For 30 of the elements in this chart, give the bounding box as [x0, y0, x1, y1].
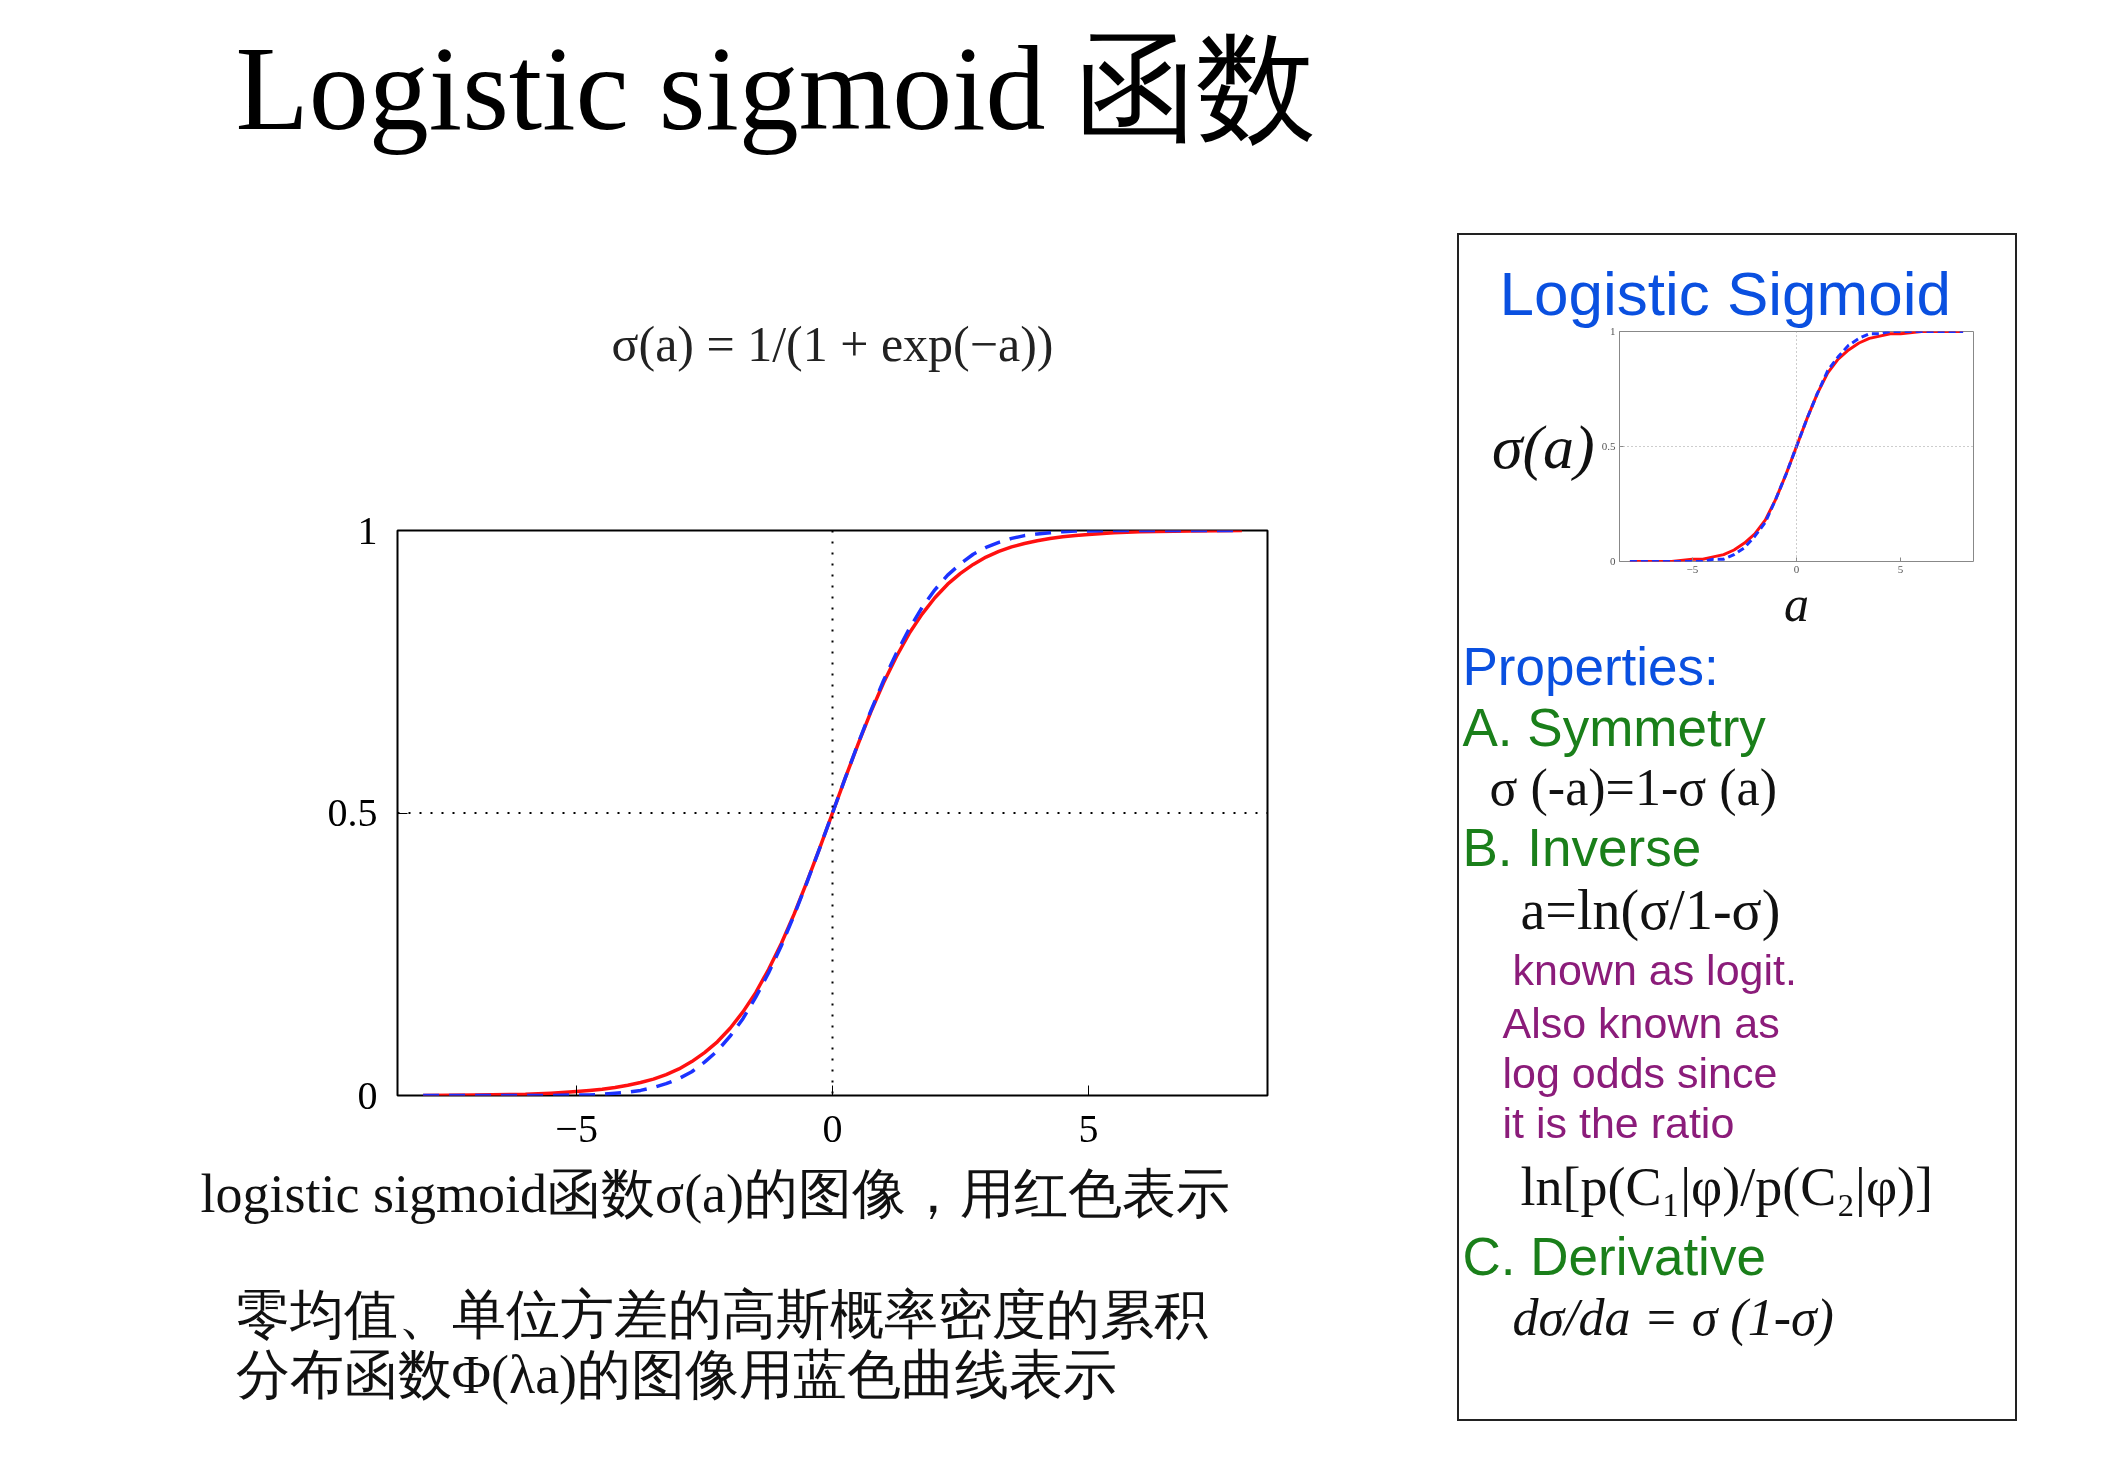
text: σ (-a)=1-σ (a) [1489, 758, 1777, 817]
y-axis-title: σ(a) [1491, 412, 1595, 482]
y-tick-label: 0 [357, 1072, 378, 1118]
x-tick-label: 0 [822, 1105, 843, 1151]
y-tick-label: 1 [357, 507, 378, 553]
text: Also known as [1502, 998, 1780, 1047]
text: dσ/da = σ (1-σ) [1512, 1288, 1834, 1347]
text: B. Inverse [1462, 817, 1702, 877]
text: Properties: [1462, 636, 1719, 696]
text: known as logit. [1512, 945, 1797, 994]
chart-title: Logistic Sigmoid [1499, 258, 1951, 328]
chart-title: Logistic sigmoid 函数 [235, 21, 1316, 155]
text: 零均值、单位方差的高斯概率密度的累积分布函数Φ(λa)的图像用蓝色曲线表示 [235, 1284, 1208, 1405]
y-tick-label: 0.5 [327, 790, 378, 835]
x-tick-label: −5 [555, 1105, 598, 1151]
chart-subtitle: σ(a) = 1/(1 + exp(−a)) [611, 315, 1054, 372]
x-tick-label: 0 [1793, 562, 1800, 575]
text: logistic sigmoid函数σ(a)的图像，用红色表示 [200, 1163, 1231, 1224]
text: a=ln(σ/1-σ) [1520, 878, 1781, 942]
x-tick-label: 5 [1897, 562, 1904, 575]
text: it is the ratio [1502, 1098, 1735, 1147]
text: log odds since [1502, 1048, 1778, 1097]
x-tick-label: −5 [1686, 562, 1699, 575]
text: A. Symmetry [1462, 697, 1767, 757]
y-tick-label: 0.5 [1601, 440, 1616, 452]
x-axis-title: a [1784, 575, 1809, 632]
y-tick-label: 1 [1610, 325, 1616, 337]
text: ln[p(C₁|φ)/p(C₂|φ)] [1520, 1156, 1934, 1217]
x-tick-label: 5 [1078, 1105, 1099, 1151]
text: C. Derivative [1462, 1226, 1766, 1286]
